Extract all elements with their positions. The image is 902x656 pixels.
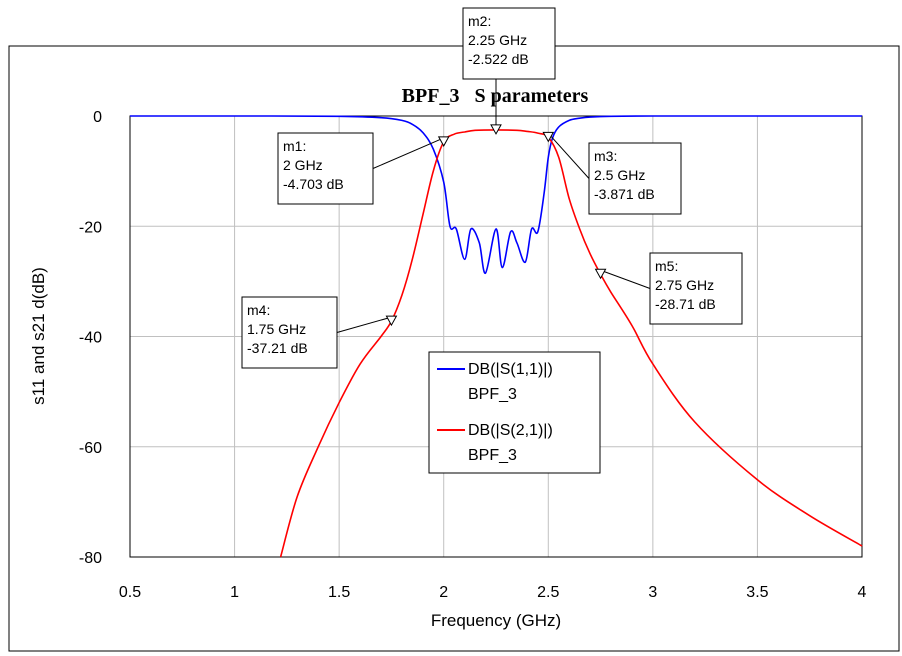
marker-label-m1: m1: bbox=[283, 138, 306, 154]
series-line-1 bbox=[129, 115, 862, 274]
x-tick-label: 2 bbox=[439, 584, 448, 601]
marker-triangle-m1 bbox=[437, 136, 450, 147]
y-tick-label: -80 bbox=[79, 550, 102, 567]
x-tick-label: 0.5 bbox=[119, 584, 141, 601]
marker-label-m5: 2.75 GHz bbox=[655, 277, 714, 293]
legend: DB(|S(1,1)|) BPF_3 DB(|S(2,1)|) BPF_3 bbox=[428, 351, 601, 474]
marker-box-m2 bbox=[462, 7, 556, 80]
marker-label-m4: m4: bbox=[247, 302, 270, 318]
marker-label-m3: 2.5 GHz bbox=[594, 167, 645, 183]
marker-leader-m3 bbox=[547, 133, 590, 179]
x-tick-label: 1 bbox=[230, 584, 239, 601]
marker-box-m4 bbox=[241, 296, 338, 369]
marker-label-m4: 1.75 GHz bbox=[247, 321, 306, 337]
marker-box-m5 bbox=[649, 252, 743, 325]
marker-label-m2: -2.522 dB bbox=[468, 51, 529, 67]
legend-series-sub: BPF_3 bbox=[468, 386, 517, 403]
y-axis-title: s11 and s21 d(dB) bbox=[29, 267, 48, 405]
legend-series-name: DB(|S(2,1)|) bbox=[468, 422, 553, 439]
y-tick-label: -40 bbox=[79, 330, 102, 347]
chart-title: BPF_3 S parameters bbox=[402, 85, 589, 107]
y-tick-label: 0 bbox=[93, 109, 102, 126]
marker-label-m3: -3.871 dB bbox=[594, 186, 655, 202]
y-tick-label: -20 bbox=[79, 219, 102, 236]
marker-leader-m4 bbox=[336, 316, 392, 333]
marker-triangle-m5 bbox=[594, 268, 607, 280]
marker-label-m1: -4.703 dB bbox=[283, 176, 344, 192]
marker-label-m5: -28.71 dB bbox=[655, 296, 716, 312]
marker-box-m3 bbox=[588, 142, 682, 215]
x-axis-title: Frequency (GHz) bbox=[431, 611, 561, 630]
marker-label-m5: m5: bbox=[655, 258, 678, 274]
marker-triangle-m3 bbox=[542, 131, 555, 143]
marker-label-m1: 2 GHz bbox=[283, 157, 323, 173]
marker-leader-m1 bbox=[372, 137, 444, 169]
marker-label-m4: -37.21 dB bbox=[247, 340, 308, 356]
marker-label-m2: 2.25 GHz bbox=[468, 32, 527, 48]
tick-labels: 0.5 1 1.5 2 2.5 3 3.5 4 0 -20 -40 -60 -80 bbox=[79, 109, 867, 601]
x-tick-label: 2.5 bbox=[537, 584, 559, 601]
x-tick-label: 1.5 bbox=[328, 584, 350, 601]
x-tick-label: 4 bbox=[858, 584, 867, 601]
series-group bbox=[129, 115, 863, 558]
legend-box bbox=[428, 351, 601, 474]
x-tick-label: 3 bbox=[648, 584, 657, 601]
marker-triangle-m2 bbox=[490, 124, 502, 135]
legend-series-sub: BPF_3 bbox=[468, 447, 517, 464]
markers: m1: 2 GHz -4.703 dB m2: 2.25 GHz -2.522 dB m3:… bbox=[241, 7, 743, 369]
y-tick-label: -60 bbox=[79, 440, 102, 457]
marker-triangle-m4 bbox=[385, 315, 398, 327]
graph-frame bbox=[8, 45, 900, 652]
marker-label-m2: m2: bbox=[468, 13, 491, 29]
marker-leader-m5 bbox=[600, 269, 651, 289]
series-line-2 bbox=[279, 129, 863, 558]
marker-box-m1 bbox=[277, 132, 374, 205]
legend-series-name: DB(|S(1,1)|) bbox=[468, 361, 553, 378]
marker-label-m3: m3: bbox=[594, 148, 617, 164]
x-tick-label: 3.5 bbox=[746, 584, 768, 601]
